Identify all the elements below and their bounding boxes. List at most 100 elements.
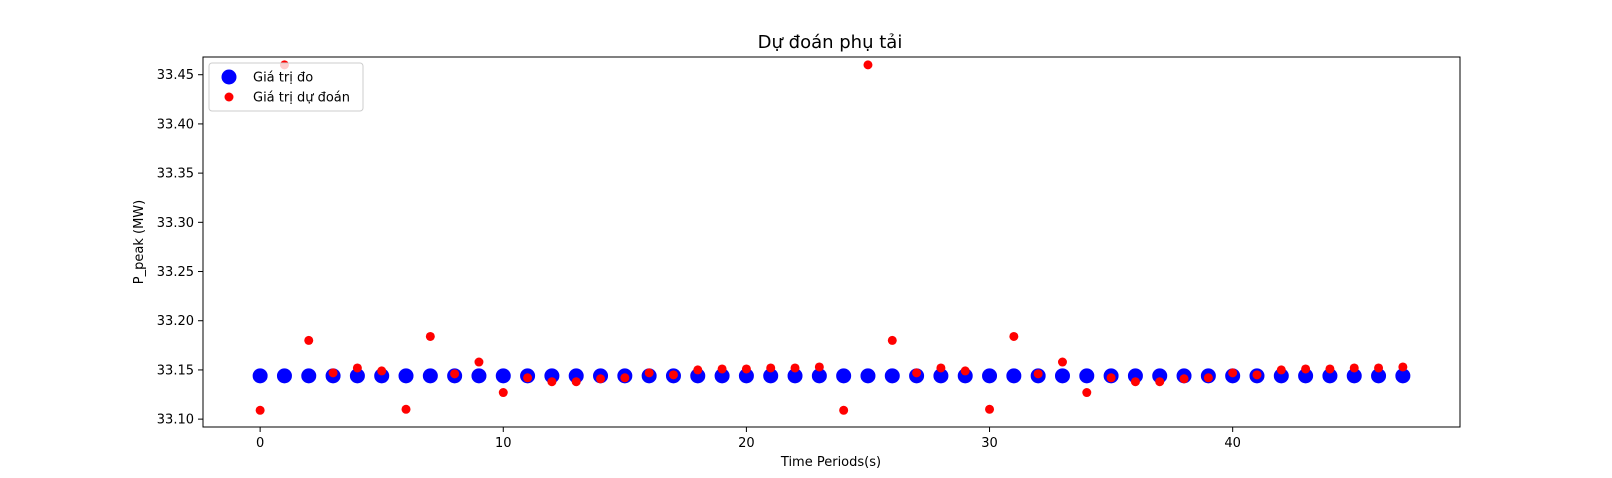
predicted-point (1155, 377, 1165, 387)
predicted-point (1325, 364, 1335, 374)
y-axis: 33.10 33.15 33.20 33.25 33.30 33.35 33.40 33.45 (157, 68, 203, 428)
measured-point (884, 368, 900, 384)
x-tick-label: 20 (738, 436, 755, 451)
predicted-point (693, 365, 703, 375)
legend-marker-measured (221, 69, 237, 85)
chart-title: Dự đoán phụ tải (758, 32, 903, 53)
measured-point (301, 368, 317, 384)
predicted-point (741, 364, 751, 374)
predicted-point (304, 335, 314, 345)
predicted-point (1374, 363, 1384, 373)
predicted-point (887, 335, 897, 345)
predicted-point (571, 377, 581, 387)
measured-point (982, 368, 998, 384)
y-tick-label: 33.10 (157, 413, 194, 428)
measured-point (714, 368, 730, 384)
predicted-point (620, 373, 630, 383)
measured-point (933, 368, 949, 384)
predicted-point (328, 368, 338, 378)
measured-point (1322, 368, 1338, 384)
y-tick-label: 33.25 (157, 265, 194, 280)
measured-point (422, 368, 438, 384)
predicted-point (425, 331, 435, 341)
y-tick-label: 33.45 (157, 68, 194, 83)
measured-point (763, 368, 779, 384)
measured-point (860, 368, 876, 384)
measured-point (1079, 368, 1095, 384)
measured-point (1054, 368, 1070, 384)
predicted-point (377, 366, 387, 376)
predicted-point (1349, 363, 1359, 373)
predicted-point (960, 366, 970, 376)
series-1 (255, 60, 1408, 415)
measured-point (811, 368, 827, 384)
measured-point (1395, 368, 1411, 384)
x-tick-label: 0 (256, 436, 264, 451)
predicted-point (1228, 368, 1238, 378)
x-axis: 0 10 20 30 40 (256, 427, 1241, 451)
x-tick-label: 40 (1224, 436, 1241, 451)
x-tick-label: 10 (495, 436, 512, 451)
measured-point (1346, 368, 1362, 384)
measured-point (471, 368, 487, 384)
plot-area (252, 60, 1411, 415)
y-tick-label: 33.30 (157, 216, 194, 231)
measured-point (276, 368, 292, 384)
predicted-point (1301, 364, 1311, 374)
predicted-point (1179, 374, 1189, 384)
measured-point (836, 368, 852, 384)
predicted-point (523, 373, 533, 383)
predicted-point (547, 377, 557, 387)
measured-point (252, 368, 268, 384)
predicted-point (255, 405, 265, 415)
measured-point (1298, 368, 1314, 384)
predicted-point (985, 404, 995, 414)
y-tick-label: 33.15 (157, 363, 194, 378)
predicted-point (717, 364, 727, 374)
y-tick-label: 33.35 (157, 167, 194, 182)
y-tick-label: 33.40 (157, 117, 194, 132)
predicted-point (1276, 365, 1286, 375)
legend-marker-predicted (224, 92, 234, 102)
measured-point (1006, 368, 1022, 384)
predicted-point (596, 374, 606, 384)
x-axis-label: Time Periods(s) (780, 455, 881, 470)
predicted-point (790, 363, 800, 373)
predicted-point (1082, 388, 1092, 398)
legend-label-measured: Giá trị đo (253, 71, 313, 86)
predicted-point (1130, 377, 1140, 387)
predicted-point (912, 368, 922, 378)
predicted-point (1203, 373, 1213, 383)
measured-point (349, 368, 365, 384)
measured-point (1371, 368, 1387, 384)
predicted-point (1009, 331, 1019, 341)
predicted-point (839, 405, 849, 415)
predicted-point (498, 388, 508, 398)
x-tick-label: 30 (981, 436, 998, 451)
predicted-point (352, 363, 362, 373)
measured-point (495, 368, 511, 384)
predicted-point (401, 404, 411, 414)
measured-point (398, 368, 414, 384)
predicted-point (1033, 369, 1043, 379)
predicted-point (1398, 362, 1408, 372)
predicted-point (936, 363, 946, 373)
legend-label-predicted: Giá trị dự đoán (253, 91, 350, 106)
measured-point (738, 368, 754, 384)
predicted-point (1106, 373, 1116, 383)
y-axis-label: P_peak (MW) (132, 200, 147, 284)
y-tick-label: 33.20 (157, 314, 194, 329)
plot-frame (202, 56, 1461, 428)
legend-box (208, 62, 364, 112)
predicted-point (644, 368, 654, 378)
predicted-point (1252, 370, 1262, 380)
predicted-point (814, 362, 824, 372)
predicted-point (1057, 357, 1067, 367)
predicted-point (863, 60, 873, 70)
measured-point (787, 368, 803, 384)
predicted-point (766, 363, 776, 373)
predicted-point (474, 357, 484, 367)
predicted-point (668, 370, 678, 380)
legend: Giá trị đo Giá trị dự đoán (208, 62, 364, 112)
